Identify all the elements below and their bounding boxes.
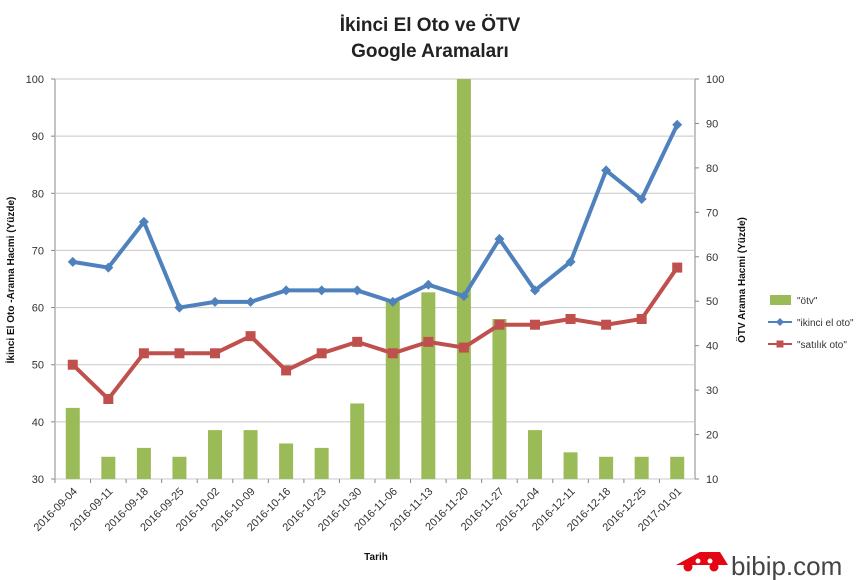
legend-swatch-otv	[770, 295, 791, 305]
y-axis-left-title: İkinci El Oto -Arama Hacmi (Yüzde)	[4, 197, 17, 364]
otv-bar	[421, 292, 435, 479]
satilik-oto-point	[601, 320, 611, 330]
right-tick-label: 40	[706, 341, 718, 353]
car-logo-icon	[676, 552, 728, 565]
right-tick-label: 70	[706, 207, 718, 219]
otv-bar	[101, 457, 115, 479]
legend-label-ikinci-el-oto: "ikinci el oto"	[797, 318, 854, 329]
y-axis-right-title: ÖTV Arama Hacmi (Yüzde)	[735, 217, 748, 343]
left-axis-ticks: 30 40 50 60 70 80 90 100	[26, 74, 55, 486]
chart: İkinci El Oto ve ÖTV Google Aramaları 30…	[0, 0, 860, 580]
satilik-oto-point	[494, 320, 504, 330]
x-axis-title: Tarih	[364, 552, 388, 563]
satilik-oto-point	[210, 348, 220, 358]
watermark-text: bibip.com	[731, 551, 842, 580]
x-axis-ticks: 2016-09-042016-09-112016-09-182016-09-25…	[32, 479, 685, 534]
satilik-oto-point	[459, 343, 469, 353]
otv-bar	[386, 301, 400, 479]
car-eye-icon	[708, 559, 713, 564]
car-wheel-icon	[710, 563, 719, 572]
car-wheel-icon	[684, 563, 693, 572]
legend-label-satilik-oto: "satılık oto"	[797, 340, 847, 351]
right-tick-label: 90	[706, 118, 718, 130]
otv-bar	[279, 443, 293, 479]
satilik-oto-point	[281, 365, 291, 375]
satilik-oto-point	[352, 337, 362, 347]
otv-bar	[528, 430, 542, 479]
otv-bar	[599, 457, 613, 479]
bibip-logo: bibip.com	[676, 551, 842, 580]
otv-bar	[492, 319, 506, 479]
chart-title-line-2: Google Aramaları	[351, 41, 509, 62]
otv-bar	[350, 403, 364, 479]
otv-bar	[244, 430, 258, 479]
otv-bar	[66, 408, 80, 479]
right-tick-label: 80	[706, 163, 718, 175]
chart-title-line-1: İkinci El Oto ve ÖTV	[340, 15, 521, 36]
satilik-oto-point	[388, 348, 398, 358]
plot-area	[55, 79, 695, 479]
satilik-oto-point	[68, 360, 78, 370]
right-tick-label: 20	[706, 430, 718, 442]
left-tick-label: 100	[26, 74, 44, 86]
otv-bar	[670, 457, 684, 479]
satilik-oto-point	[637, 314, 647, 324]
legend-label-otv: "ötv"	[797, 296, 818, 307]
right-tick-label: 60	[706, 252, 718, 264]
otv-bar	[315, 448, 329, 479]
left-tick-label: 70	[32, 245, 44, 257]
left-tick-label: 50	[32, 360, 44, 372]
legend: "ötv" "ikinci el oto" "satılık oto"	[768, 295, 854, 351]
satilik-oto-point	[530, 320, 540, 330]
otv-bar	[564, 452, 578, 479]
satilik-oto-point	[317, 348, 327, 358]
otv-bar	[137, 448, 151, 479]
right-tick-label: 10	[706, 474, 718, 486]
right-tick-label: 50	[706, 296, 718, 308]
plot-border	[55, 79, 695, 479]
left-tick-label: 30	[32, 474, 44, 486]
satilik-oto-point	[246, 331, 256, 341]
legend-marker-satilik-oto	[777, 341, 784, 348]
legend-marker-ikinci-el-oto	[776, 318, 784, 326]
left-tick-label: 40	[32, 417, 44, 429]
car-eye-icon	[696, 559, 701, 564]
satilik-oto-point	[103, 394, 113, 404]
otv-bar	[457, 79, 471, 479]
left-tick-label: 60	[32, 303, 44, 315]
left-tick-label: 80	[32, 188, 44, 200]
otv-bar	[208, 430, 222, 479]
right-tick-label: 100	[706, 74, 724, 86]
satilik-oto-point	[174, 348, 184, 358]
otv-bar	[172, 457, 186, 479]
satilik-oto-point	[672, 263, 682, 273]
satilik-oto-point	[139, 348, 149, 358]
right-tick-label: 30	[706, 385, 718, 397]
otv-bar	[635, 457, 649, 479]
left-tick-label: 90	[32, 131, 44, 143]
satilik-oto-point	[566, 314, 576, 324]
satilik-oto-point	[423, 337, 433, 347]
right-axis-ticks: 10 20 30 40 50 60 70 80 90 100	[695, 74, 724, 486]
